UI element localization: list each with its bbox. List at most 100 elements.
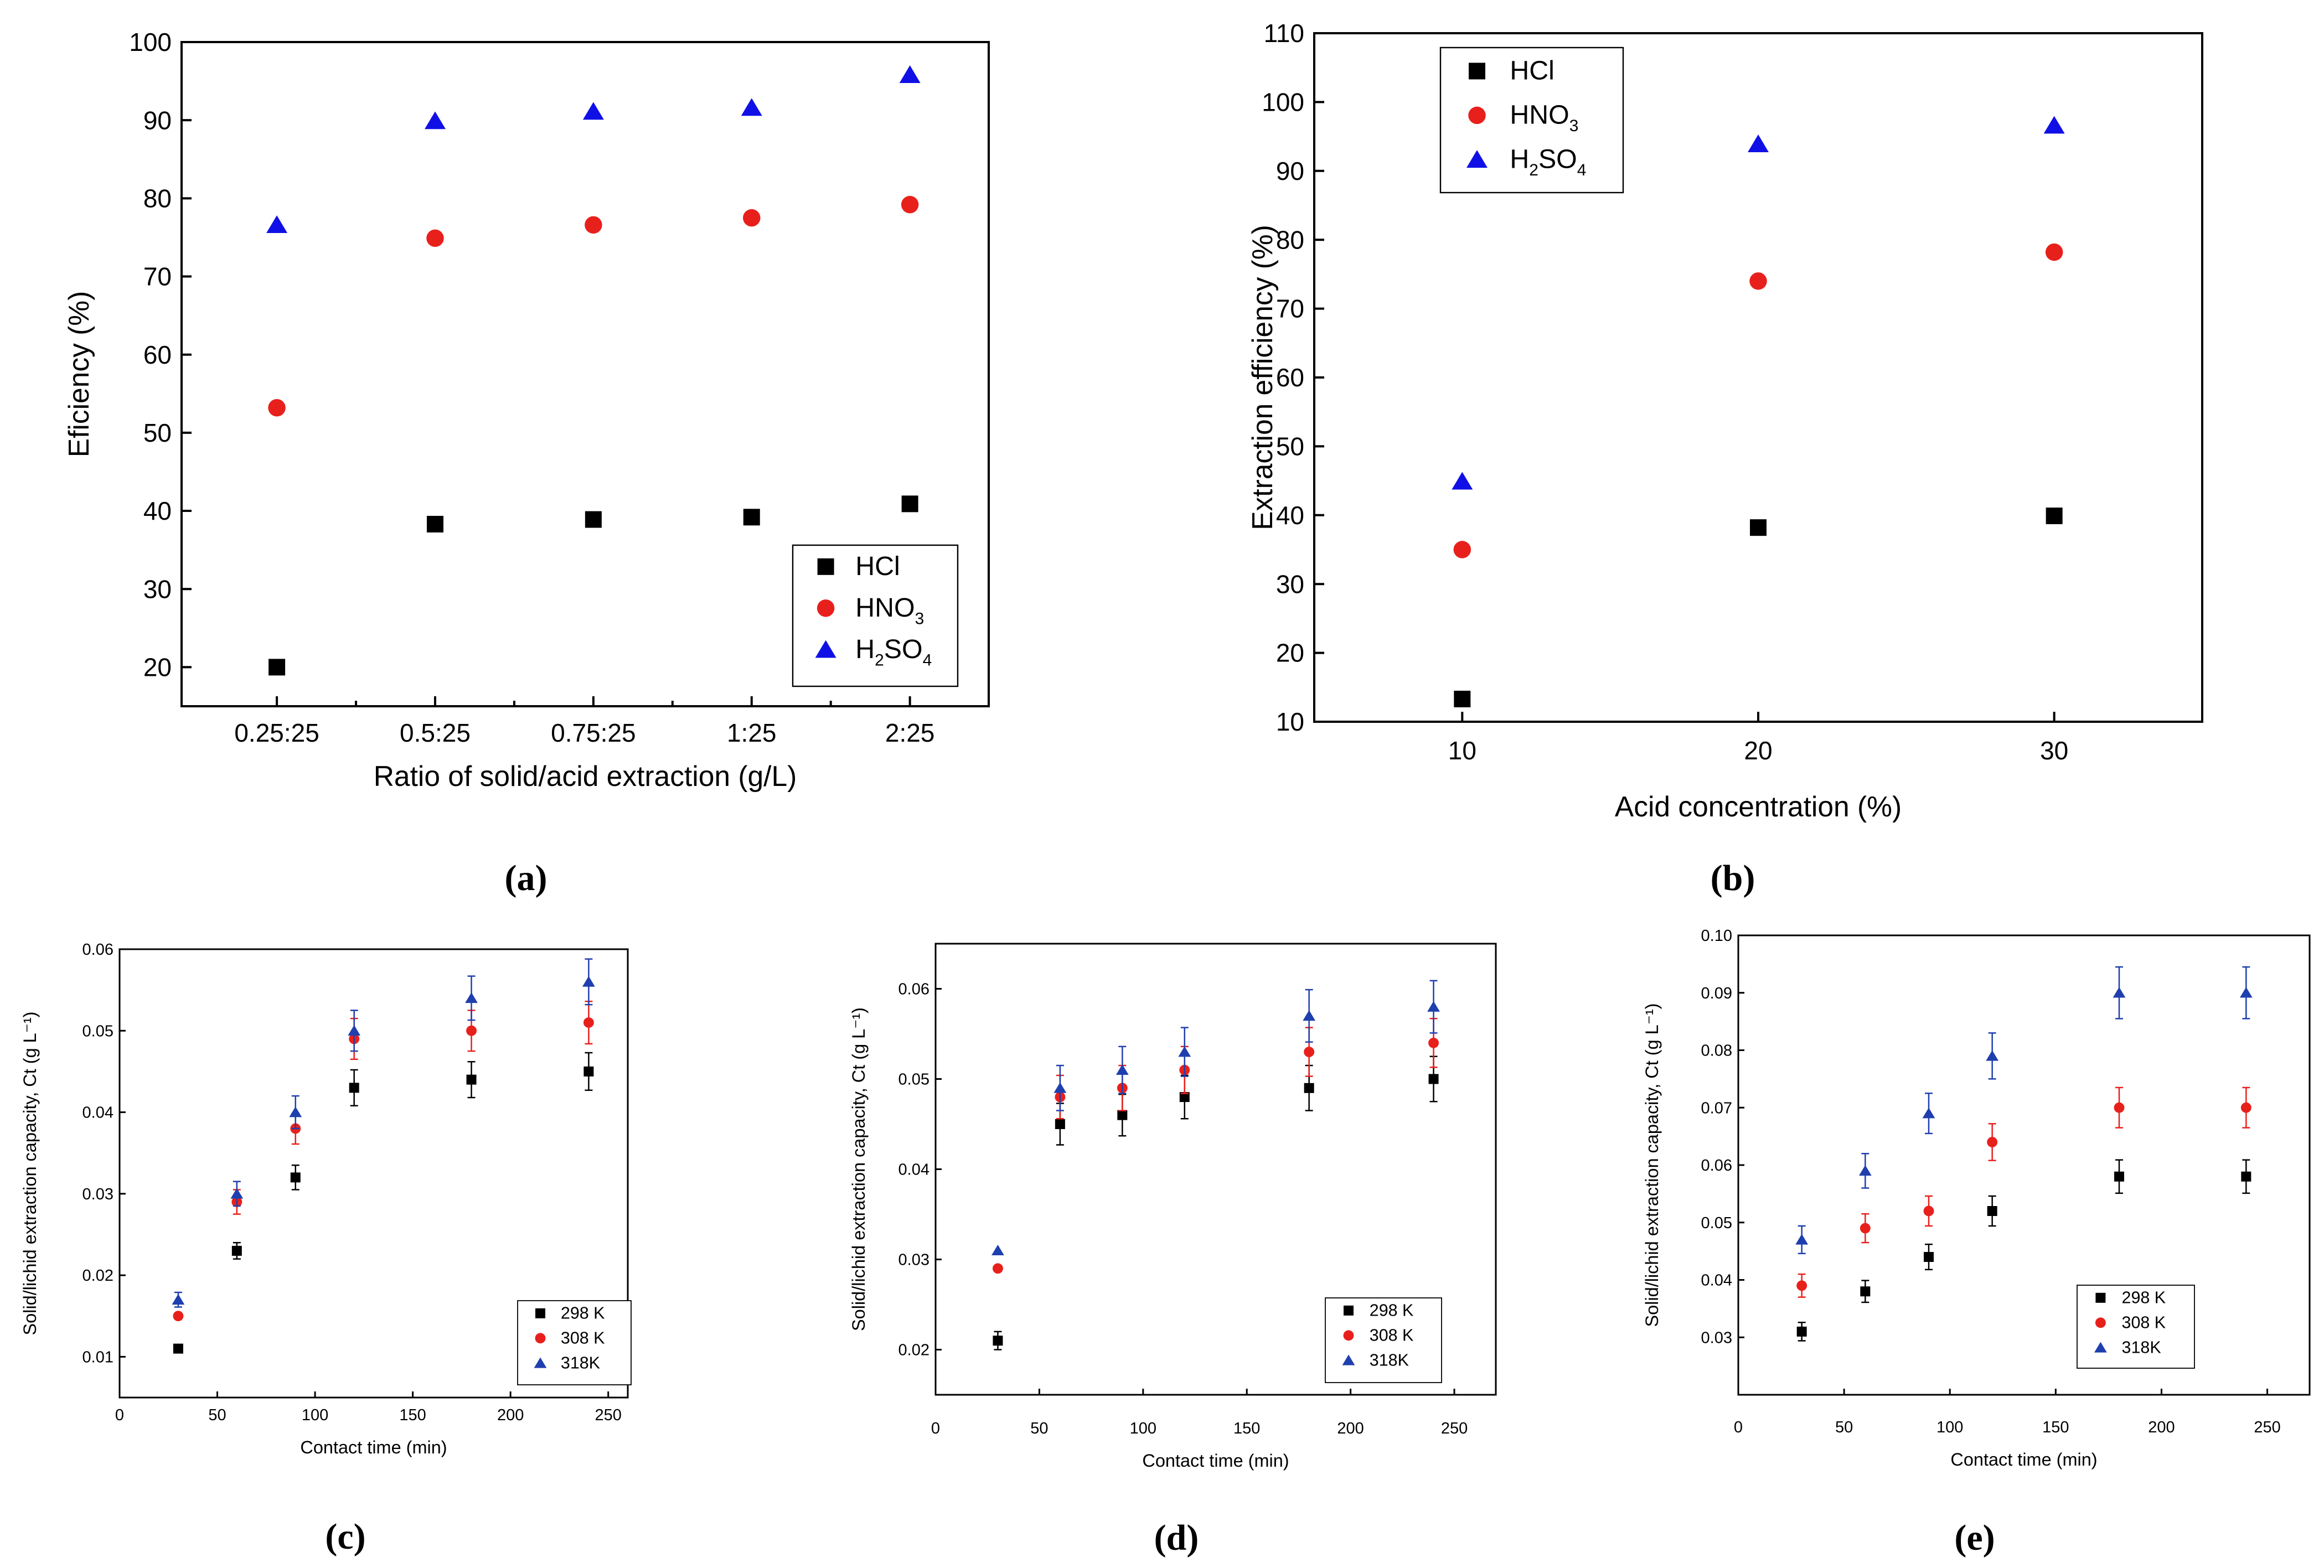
data-point-circle [1428,1037,1439,1048]
x-tick-label: 150 [399,1406,426,1424]
data-point-circle [2114,1102,2125,1113]
y-tick-label: 80 [143,184,172,213]
data-point-triangle [1748,134,1769,152]
data-point-square [2046,508,2063,525]
x-tick-label: 30 [2040,736,2068,765]
legend-marker [2095,1317,2106,1328]
legend-label: 318K [561,1353,600,1372]
legend-label: 298 K [2122,1288,2166,1307]
legend-marker [1343,1330,1354,1341]
data-point-circle [173,1311,184,1322]
y-tick-label: 20 [143,653,172,682]
y-tick-label: 0.06 [82,941,113,959]
data-point-triangle [991,1244,1004,1255]
legend-marker [534,1357,547,1368]
x-axis-label: Ratio of solid/acid extraction (g/L) [374,760,797,792]
data-point-triangle [425,111,446,130]
panel-caption: (d) [1154,1518,1199,1558]
x-tick-label: 200 [2148,1419,2175,1436]
y-tick-label: 70 [143,262,172,291]
data-point-square [426,516,443,533]
data-point-triangle [348,1024,361,1036]
data-point-square [1924,1252,1934,1262]
x-tick-label: 50 [1030,1420,1048,1437]
data-point-square [2114,1171,2124,1182]
panel-caption: (c) [325,1517,365,1557]
x-tick-label: 150 [1233,1420,1260,1437]
data-point-triangle [230,1188,244,1199]
x-tick-label: 150 [2042,1419,2069,1436]
legend-marker [1468,106,1486,125]
chart-e: 0.03 0.04 0.05 0.06 0.07 0.08 0.09 0.10 0 50 100 15… [1642,927,2311,1558]
x-tick-label: 0 [115,1406,124,1424]
y-tick-label: 50 [1276,432,1304,461]
y-tick-label: 0.04 [898,1161,929,1179]
chart-d: 0.02 0.03 0.04 0.05 0.06 0 50 100 150 200 250 Conta… [849,943,1497,1558]
y-tick-label: 0.07 [1701,1099,1732,1117]
data-point-circle [1453,541,1471,558]
data-point-circle [992,1263,1003,1274]
legend-label: H2SO4 [1510,144,1586,180]
data-point-square [268,659,286,676]
x-axis-label: Acid concentration (%) [1615,790,1902,822]
data-point-triangle [1178,1046,1191,1057]
y-axis-label: Eficiency (%) [63,291,95,458]
x-axis-label: Contact time (min) [1950,1450,2097,1469]
y-tick-label: 90 [1276,157,1304,185]
data-point-triangle [1303,1010,1316,1021]
legend-label: 298 K [1370,1301,1414,1319]
legend-marker [815,640,836,658]
data-point-circle [1749,272,1767,290]
legend-marker [1344,1305,1354,1316]
data-point-circle [1796,1280,1807,1291]
x-tick-label: 50 [1835,1419,1853,1436]
y-tick-label: 0.03 [1701,1329,1732,1347]
data-point-square [2241,1171,2251,1182]
legend-marker [2095,1292,2106,1303]
data-point-circle [583,1017,594,1028]
y-tick-label: 0.09 [1701,985,1732,1002]
x-tick-label: 250 [1441,1420,1468,1437]
data-point-square [349,1083,359,1093]
data-point-triangle [2113,987,2126,998]
data-point-triangle [1795,1234,1809,1245]
data-point-square [1860,1286,1871,1297]
y-tick-label: 100 [129,28,172,56]
y-tick-label: 40 [1276,501,1304,530]
y-tick-label: 0.05 [82,1022,113,1040]
y-tick-label: 0.01 [82,1349,113,1367]
data-point-triangle [172,1293,185,1305]
legend-label: 308 K [2122,1313,2166,1332]
legend-marker [1466,150,1488,168]
y-axis-label: Solid/lichid extraction capacity, Ct (g … [20,1012,40,1336]
x-tick-label: 100 [302,1406,328,1424]
plot-frame [1737,934,2311,1396]
data-point-square [1750,519,1767,536]
legend-marker [2094,1342,2107,1353]
data-point-triangle [266,215,288,234]
x-tick-label: 0 [1734,1419,1743,1436]
legend-label: 318K [2122,1338,2161,1357]
data-point-square [1055,1119,1065,1129]
legend-label: HCl [855,551,900,581]
y-tick-label: 80 [1276,225,1304,254]
y-axis-label: Solid/lichid extraction capacity, Ct (g … [1642,1003,1662,1327]
data-point-circle [1860,1223,1871,1234]
data-point-square [583,1066,594,1077]
x-tick-label: 200 [497,1406,524,1424]
y-tick-label: 0.05 [898,1071,929,1089]
data-point-square [173,1343,183,1354]
legend-marker [817,599,835,617]
y-tick-label: 0.03 [898,1251,929,1269]
legend-marker [535,1308,545,1318]
legend-label: H2SO4 [855,634,932,670]
y-tick-label: 10 [1276,707,1304,736]
legend-marker [1342,1354,1355,1365]
legend-label: HNO3 [855,593,924,628]
x-tick-label: 20 [1744,736,1772,765]
y-tick-label: 0.08 [1701,1042,1732,1060]
y-tick-label: 0.02 [82,1267,113,1285]
data-point-triangle [582,976,595,987]
x-tick-label: 0.5:25 [400,718,471,747]
